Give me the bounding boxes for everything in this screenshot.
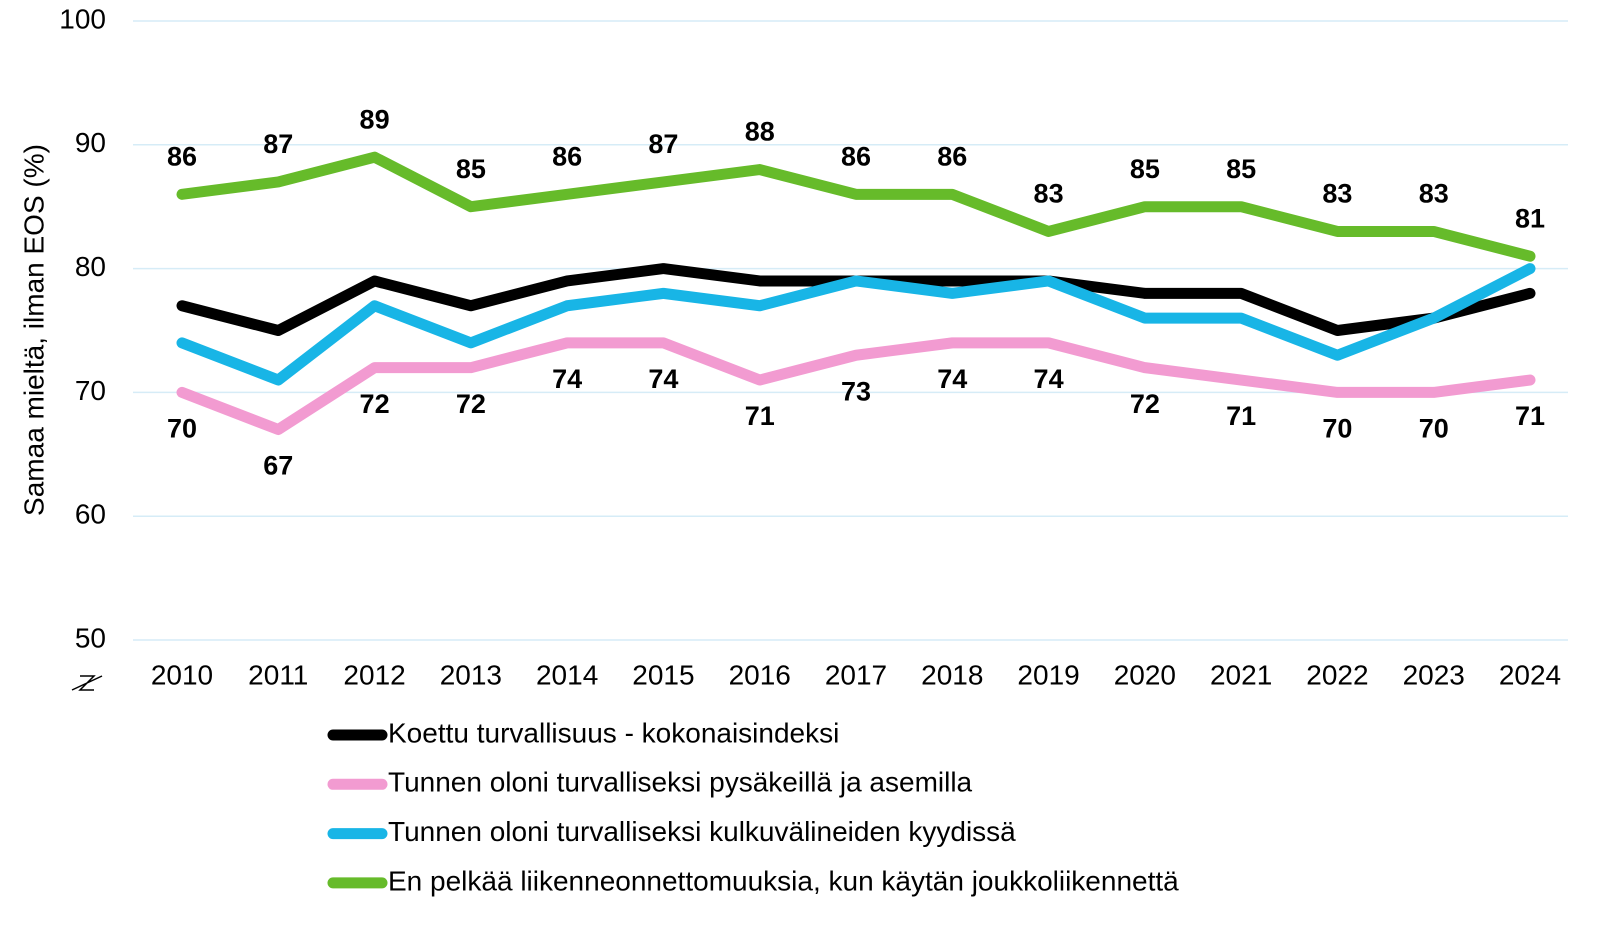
axis-break — [71, 675, 103, 691]
x-tick-label: 2017 — [825, 659, 887, 690]
data-label: 87 — [648, 129, 678, 159]
x-tick-label: 2011 — [248, 659, 308, 690]
y-tick-label: 100 — [59, 3, 106, 34]
y-tick-label: 60 — [75, 499, 106, 530]
data-label: 86 — [167, 141, 197, 171]
x-tick-label: 2014 — [536, 659, 598, 690]
legend-label: Tunnen oloni turvalliseksi pysäkeillä ja… — [388, 767, 973, 798]
x-tick-label: 2018 — [921, 659, 983, 690]
data-label: 86 — [937, 141, 967, 171]
data-label: 72 — [360, 389, 390, 419]
data-label: 74 — [937, 364, 967, 394]
legend-label: En pelkää liikenneonnettomuuksia, kun kä… — [388, 865, 1179, 896]
legend-label: Koettu turvallisuus - kokonaisindeksi — [388, 717, 839, 748]
y-tick-label: 90 — [75, 127, 106, 158]
line-series — [176, 263, 1536, 386]
data-label: 73 — [841, 376, 871, 406]
data-label: 74 — [648, 364, 678, 394]
x-tick-label: 2023 — [1403, 659, 1465, 690]
data-label: 71 — [1226, 401, 1256, 431]
data-label: 74 — [552, 364, 582, 394]
x-tick-label: 2015 — [632, 659, 694, 690]
data-label: 83 — [1322, 179, 1352, 209]
data-label: 83 — [1419, 179, 1449, 209]
data-label: 72 — [1130, 389, 1160, 419]
x-tick-label: 2020 — [1114, 659, 1176, 690]
data-label: 85 — [456, 154, 486, 184]
data-label: 87 — [263, 129, 293, 159]
x-tick-label: 2024 — [1499, 659, 1561, 690]
y-tick-label: 70 — [75, 375, 106, 406]
data-label: 85 — [1226, 154, 1256, 184]
x-tick-label: 2021 — [1210, 659, 1272, 690]
data-label: 72 — [456, 389, 486, 419]
x-tick-label: 2022 — [1306, 659, 1368, 690]
data-label: 71 — [745, 401, 775, 431]
data-label: 70 — [1419, 414, 1449, 444]
data-label: 83 — [1034, 179, 1064, 209]
data-label: 67 — [263, 451, 293, 481]
data-label: 81 — [1515, 203, 1545, 233]
x-tick-label: 2016 — [729, 659, 791, 690]
data-label: 85 — [1130, 154, 1160, 184]
data-label: 70 — [167, 414, 197, 444]
x-tick-label: 2019 — [1017, 659, 1079, 690]
legend-label: Tunnen oloni turvalliseksi kulkuvälineid… — [388, 816, 1016, 847]
x-tick-label: 2012 — [343, 659, 405, 690]
data-label: 88 — [745, 117, 775, 147]
line-series — [176, 337, 1536, 436]
y-tick-label: 80 — [75, 251, 106, 282]
x-tick-label: 2010 — [151, 659, 213, 690]
data-label: 70 — [1322, 414, 1352, 444]
y-axis-label: Samaa mieltä, ilman EOS (%) — [18, 144, 49, 516]
x-tick-label: 2013 — [440, 659, 502, 690]
data-label: 86 — [841, 141, 871, 171]
data-label: 86 — [552, 141, 582, 171]
data-label: 89 — [360, 104, 390, 134]
line-series — [176, 151, 1536, 262]
data-label: 74 — [1034, 364, 1064, 394]
data-label: 71 — [1515, 401, 1545, 431]
y-tick-label: 50 — [75, 622, 106, 653]
